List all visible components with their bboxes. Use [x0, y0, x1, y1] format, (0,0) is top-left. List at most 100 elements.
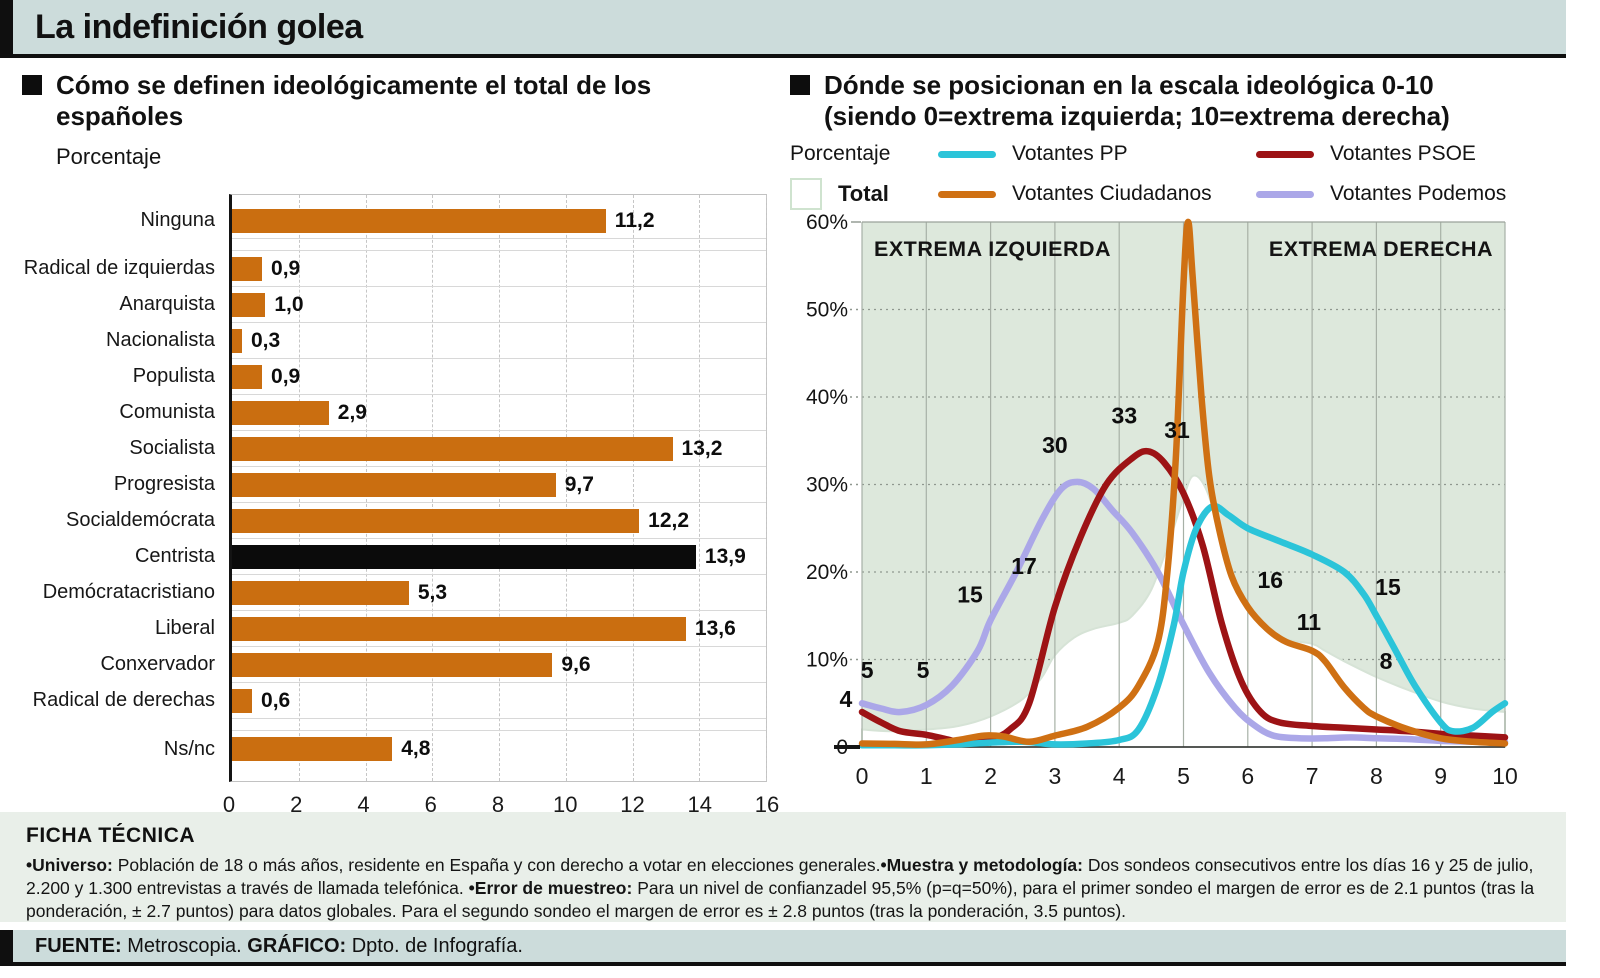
- bullet-square-icon: [790, 75, 810, 95]
- line-series-votantes-ciudadanos: [858, 219, 1509, 749]
- bar-gridline: [699, 195, 701, 782]
- bar-gridline: [632, 195, 634, 782]
- legend-unit-label: Porcentaje: [790, 142, 891, 166]
- legend-item-psoe: Votantes PSOE: [1256, 142, 1568, 166]
- bar-row: Anarquista 1,0: [119, 287, 766, 324]
- bar-value-label: 9,7: [564, 472, 594, 496]
- bar: [232, 616, 686, 641]
- bar: [232, 256, 263, 281]
- bar-group-gap: [232, 239, 766, 252]
- bar: [232, 364, 263, 389]
- data-label: 17: [1011, 553, 1037, 579]
- bar: [232, 400, 329, 425]
- bar-row: Ns/nc 4,8: [164, 731, 766, 767]
- bar-value-label: 0,9: [271, 364, 301, 388]
- bar-row: Progresista 9,7: [114, 467, 766, 504]
- bar-x-tick-label: 4: [357, 792, 370, 818]
- bar-category-label: Liberal: [154, 617, 215, 640]
- bar: [232, 208, 606, 233]
- y-tick-label: 20%: [806, 561, 848, 584]
- left-chart-heading: Cómo se definen ideológicamente el total…: [22, 70, 767, 132]
- left-unit-label: Porcentaje: [56, 144, 162, 170]
- bar-row: Demócratacristiano 5,3: [43, 575, 766, 612]
- bar-category-label: Radical de izquierdas: [23, 257, 215, 280]
- y-tick-label: 60%: [806, 214, 848, 234]
- data-label: 4: [840, 686, 853, 712]
- bar-row: Comunista 2,9: [119, 395, 766, 432]
- bar-category-label: Ninguna: [140, 209, 215, 232]
- x-tick-label: 6: [1241, 763, 1254, 789]
- source-bar: FUENTE: Metroscopia. GRÁFICO: Dpto. de I…: [0, 930, 1566, 966]
- bar: [232, 472, 556, 497]
- bar-plot: Ninguna 11,2 Radical de izquierdas 0,9 Anarq…: [24, 194, 767, 783]
- data-label: 5: [861, 657, 874, 683]
- y-tick-label: 10%: [806, 649, 848, 672]
- ciudadanos-line-swatch: [938, 190, 996, 198]
- bar-row: Liberal 13,6: [155, 611, 766, 648]
- x-tick-label: 2: [984, 763, 997, 789]
- bar: [232, 508, 640, 533]
- bar-value-label: 13,6: [694, 616, 736, 640]
- left-chart-panel: Cómo se definen ideológicamente el total…: [22, 70, 779, 820]
- data-label: 8: [1380, 649, 1393, 675]
- bar: [232, 580, 409, 605]
- bar-row: Radical de izquierdas 0,9: [24, 251, 766, 288]
- data-label: 15: [1375, 574, 1401, 600]
- ficha-title: FICHA TÉCNICA: [26, 824, 196, 847]
- data-label: 11: [1297, 609, 1322, 635]
- podemos-line-swatch: [1256, 190, 1314, 198]
- bar-category-label: Conxervador: [100, 653, 215, 676]
- pp-line-swatch: [938, 150, 996, 158]
- y-tick-label: 40%: [806, 386, 848, 409]
- legend-item-total: Total: [790, 178, 938, 211]
- bar-x-tick-label: 6: [424, 792, 437, 818]
- bar-category-label: Comunista: [119, 401, 215, 424]
- page-title: La indefinición golea: [35, 7, 363, 46]
- data-label: 16: [1258, 567, 1284, 593]
- title-bar: La indefinición golea: [0, 0, 1566, 58]
- bar-value-label: 1,0: [274, 292, 304, 316]
- bar-value-label: 13,9: [704, 544, 746, 568]
- y-tick-label: 50%: [806, 299, 848, 322]
- bar-value-label: 11,2: [614, 208, 655, 232]
- data-label: 33: [1112, 403, 1138, 429]
- data-label: 5: [917, 657, 930, 683]
- legend-item-podemos: Votantes Podemos: [1256, 182, 1568, 206]
- y-tick-label: 30%: [806, 474, 848, 497]
- bar-row: Nacionalista 0,3: [106, 323, 766, 360]
- total-area-swatch: [790, 178, 822, 211]
- region-label-left: EXTREMA IZQUIERDA: [874, 237, 1111, 261]
- bar-category-label: Ns/nc: [163, 737, 215, 760]
- right-chart-heading: Dónde se posicionan en la escala ideológ…: [790, 70, 1568, 132]
- bar-category-label: Socialdemócrata: [66, 509, 215, 532]
- bar-value-label: 0,9: [271, 256, 301, 280]
- x-tick-label: 4: [1113, 763, 1126, 789]
- bar-row: Centrista 13,9: [135, 539, 766, 576]
- bar-value-label: 0,6: [261, 688, 291, 712]
- legend: Porcentaje Votantes PP Votantes PSOE Tot…: [790, 142, 1568, 211]
- psoe-line-swatch: [1256, 150, 1314, 158]
- ficha-tecnica: FICHA TÉCNICA •Universo: Población de 18…: [0, 812, 1566, 922]
- bar-group-gap: [232, 719, 766, 732]
- bar: [232, 652, 553, 677]
- data-label: 31: [1164, 418, 1190, 444]
- legend-item-ciudadanos: Votantes Ciudadanos: [938, 182, 1256, 206]
- bar-value-label: 13,2: [681, 436, 723, 460]
- bar: [232, 688, 253, 713]
- bar-category-label: Progresista: [113, 473, 215, 496]
- bar-row: Populista 0,9: [133, 359, 766, 396]
- x-tick-label: 10: [1492, 763, 1518, 789]
- legend-item-pp: Votantes PP: [938, 142, 1256, 166]
- bar-category-label: Anarquista: [119, 293, 215, 316]
- bar-chart: Ninguna 11,2 Radical de izquierdas 0,9 Anarq…: [22, 194, 779, 820]
- ficha-text: •Universo: Población de 18 o más años, r…: [26, 855, 1535, 922]
- x-tick-label: 1: [920, 763, 933, 789]
- bar: [232, 436, 673, 461]
- bar-category-label: Socialista: [129, 437, 215, 460]
- bar-gridline: [766, 195, 767, 782]
- bar-value-label: 12,2: [648, 508, 690, 532]
- bar-row: Conxervador 9,6: [100, 647, 766, 684]
- x-tick-label: 5: [1177, 763, 1190, 789]
